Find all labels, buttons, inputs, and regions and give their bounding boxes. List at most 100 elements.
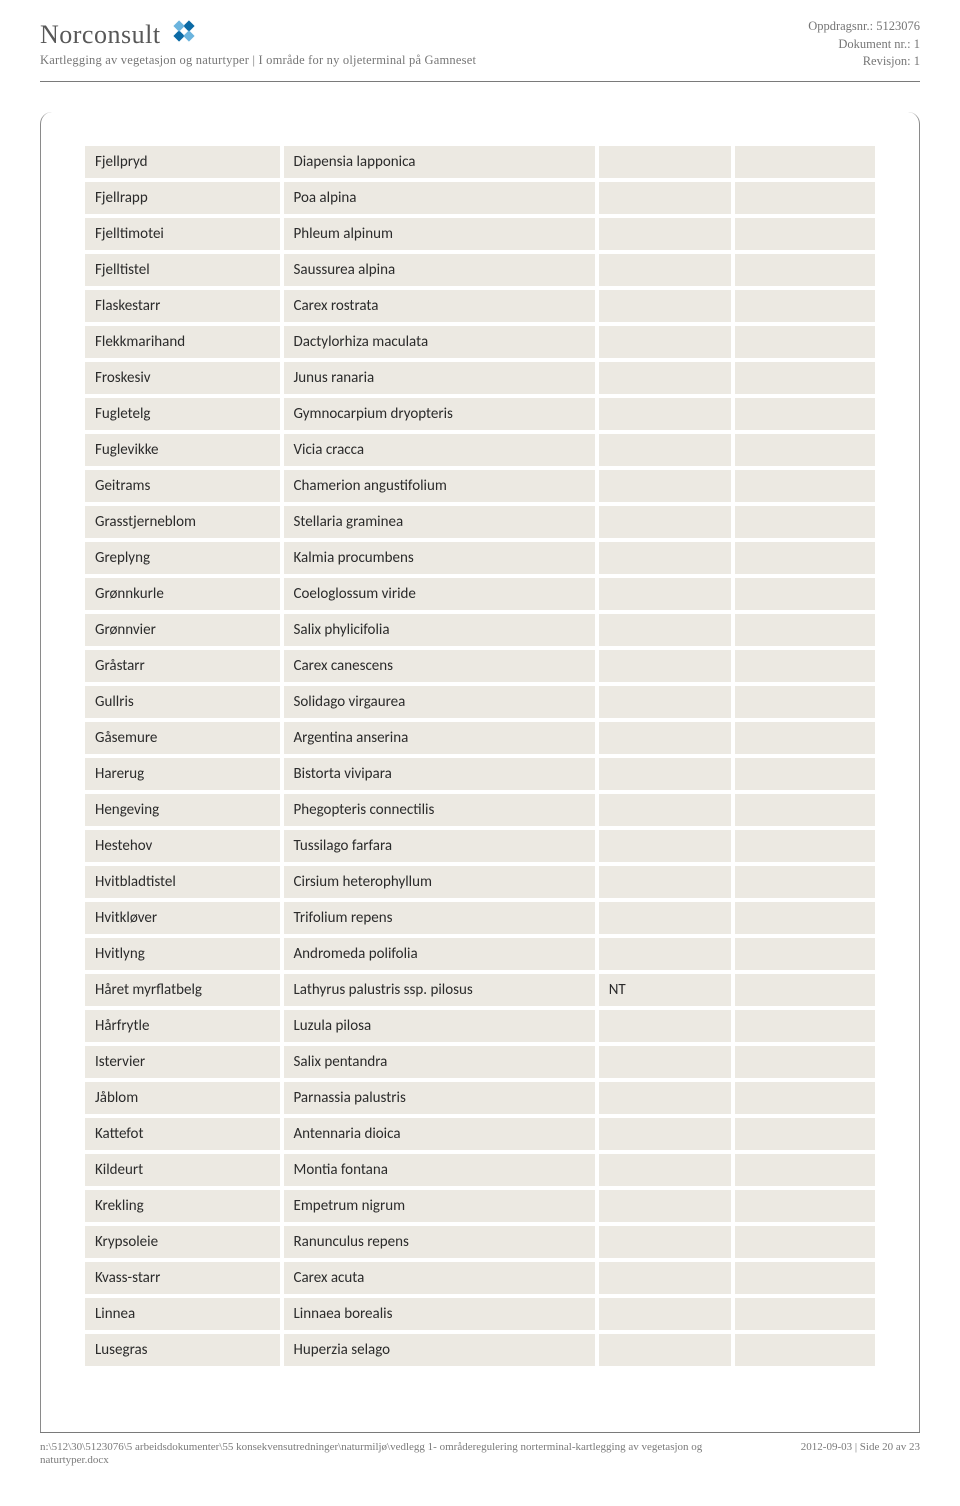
status-cell — [599, 578, 731, 610]
extra-cell — [735, 182, 875, 214]
norwegian-name-cell: Gullris — [85, 686, 280, 718]
page-footer: n:\512\30\5123076\5 arbeidsdokumenter\55… — [0, 1433, 960, 1489]
latin-name-cell: Linnaea borealis — [284, 1298, 595, 1330]
header-meta: Oppdragsnr.: 5123076 Dokument nr.: 1 Rev… — [808, 18, 920, 71]
norwegian-name-cell: Hengeving — [85, 794, 280, 826]
status-cell — [599, 902, 731, 934]
extra-cell — [735, 218, 875, 250]
status-cell — [599, 1154, 731, 1186]
latin-name-cell: Phegopteris connectilis — [284, 794, 595, 826]
status-cell — [599, 650, 731, 682]
norwegian-name-cell: Krypsoleie — [85, 1226, 280, 1258]
status-cell — [599, 830, 731, 862]
extra-cell — [735, 866, 875, 898]
norwegian-name-cell: Fjelltimotei — [85, 218, 280, 250]
status-cell — [599, 1082, 731, 1114]
extra-cell — [735, 974, 875, 1006]
table-row: HvitlyngAndromeda polifolia — [85, 938, 875, 970]
table-row: HestehovTussilago farfara — [85, 830, 875, 862]
header-left: Norconsult Kartlegging av vegetasjon og … — [40, 18, 476, 68]
extra-cell — [735, 542, 875, 574]
latin-name-cell: Junus ranaria — [284, 362, 595, 394]
status-cell — [599, 866, 731, 898]
table-row: IstervierSalix pentandra — [85, 1046, 875, 1078]
norwegian-name-cell: Kvass-starr — [85, 1262, 280, 1294]
norwegian-name-cell: Grasstjerneblom — [85, 506, 280, 538]
norwegian-name-cell: Linnea — [85, 1298, 280, 1330]
table-row: LinneaLinnaea borealis — [85, 1298, 875, 1330]
norwegian-name-cell: Istervier — [85, 1046, 280, 1078]
norwegian-name-cell: Fjelltistel — [85, 254, 280, 286]
latin-name-cell: Coeloglossum viride — [284, 578, 595, 610]
norwegian-name-cell: Hårfrytle — [85, 1010, 280, 1042]
status-cell — [599, 722, 731, 754]
latin-name-cell: Dactylorhiza maculata — [284, 326, 595, 358]
latin-name-cell: Gymnocarpium dryopteris — [284, 398, 595, 430]
latin-name-cell: Solidago virgaurea — [284, 686, 595, 718]
latin-name-cell: Huperzia selago — [284, 1334, 595, 1366]
status-cell — [599, 1010, 731, 1042]
status-cell — [599, 1118, 731, 1150]
extra-cell — [735, 146, 875, 178]
latin-name-cell: Cirsium heterophyllum — [284, 866, 595, 898]
table-row: KattefotAntennaria dioica — [85, 1118, 875, 1150]
extra-cell — [735, 362, 875, 394]
table-row: HvitkløverTrifolium repens — [85, 902, 875, 934]
table-row: FugletelgGymnocarpium dryopteris — [85, 398, 875, 430]
extra-cell — [735, 902, 875, 934]
extra-cell — [735, 722, 875, 754]
status-cell — [599, 1226, 731, 1258]
extra-cell — [735, 614, 875, 646]
status-cell — [599, 218, 731, 250]
latin-name-cell: Salix phylicifolia — [284, 614, 595, 646]
status-cell: NT — [599, 974, 731, 1006]
extra-cell — [735, 830, 875, 862]
latin-name-cell: Bistorta vivipara — [284, 758, 595, 790]
status-cell — [599, 1298, 731, 1330]
table-row: GråstarrCarex canescens — [85, 650, 875, 682]
status-cell — [599, 1046, 731, 1078]
norwegian-name-cell: Flaskestarr — [85, 290, 280, 322]
extra-cell — [735, 794, 875, 826]
table-row: HengevingPhegopteris connectilis — [85, 794, 875, 826]
extra-cell — [735, 1010, 875, 1042]
table-row: LusegrasHuperzia selago — [85, 1334, 875, 1366]
page: Norconsult Kartlegging av vegetasjon og … — [0, 0, 960, 1488]
table-row: FlekkmarihandDactylorhiza maculata — [85, 326, 875, 358]
extra-cell — [735, 1082, 875, 1114]
table-row: GrasstjerneblomStellaria graminea — [85, 506, 875, 538]
extra-cell — [735, 470, 875, 502]
company-logo-icon — [169, 18, 199, 51]
extra-cell — [735, 254, 875, 286]
table-row: FuglevikkeVicia cracca — [85, 434, 875, 466]
extra-cell — [735, 650, 875, 682]
extra-cell — [735, 1046, 875, 1078]
extra-cell — [735, 1154, 875, 1186]
latin-name-cell: Ranunculus repens — [284, 1226, 595, 1258]
norwegian-name-cell: Hestehov — [85, 830, 280, 862]
status-cell — [599, 794, 731, 826]
norwegian-name-cell: Flekkmarihand — [85, 326, 280, 358]
latin-name-cell: Vicia cracca — [284, 434, 595, 466]
norwegian-name-cell: Kildeurt — [85, 1154, 280, 1186]
extra-cell — [735, 1262, 875, 1294]
header-divider — [40, 81, 920, 82]
species-table: FjellprydDiapensia lapponicaFjellrappPoa… — [81, 142, 879, 1370]
status-cell — [599, 254, 731, 286]
status-cell — [599, 470, 731, 502]
extra-cell — [735, 578, 875, 610]
meta-dokument: Dokument nr.: 1 — [808, 36, 920, 54]
extra-cell — [735, 290, 875, 322]
table-row: FroskesivJunus ranaria — [85, 362, 875, 394]
page-header: Norconsult Kartlegging av vegetasjon og … — [0, 0, 960, 75]
norwegian-name-cell: Håret myrflatbelg — [85, 974, 280, 1006]
footer-page-info: 2012-09-03 | Side 20 av 23 — [801, 1441, 920, 1469]
norwegian-name-cell: Hvitlyng — [85, 938, 280, 970]
latin-name-cell: Montia fontana — [284, 1154, 595, 1186]
status-cell — [599, 326, 731, 358]
latin-name-cell: Argentina anserina — [284, 722, 595, 754]
latin-name-cell: Parnassia palustris — [284, 1082, 595, 1114]
table-row: KildeurtMontia fontana — [85, 1154, 875, 1186]
latin-name-cell: Diapensia lapponica — [284, 146, 595, 178]
company-name: Norconsult — [40, 18, 476, 51]
